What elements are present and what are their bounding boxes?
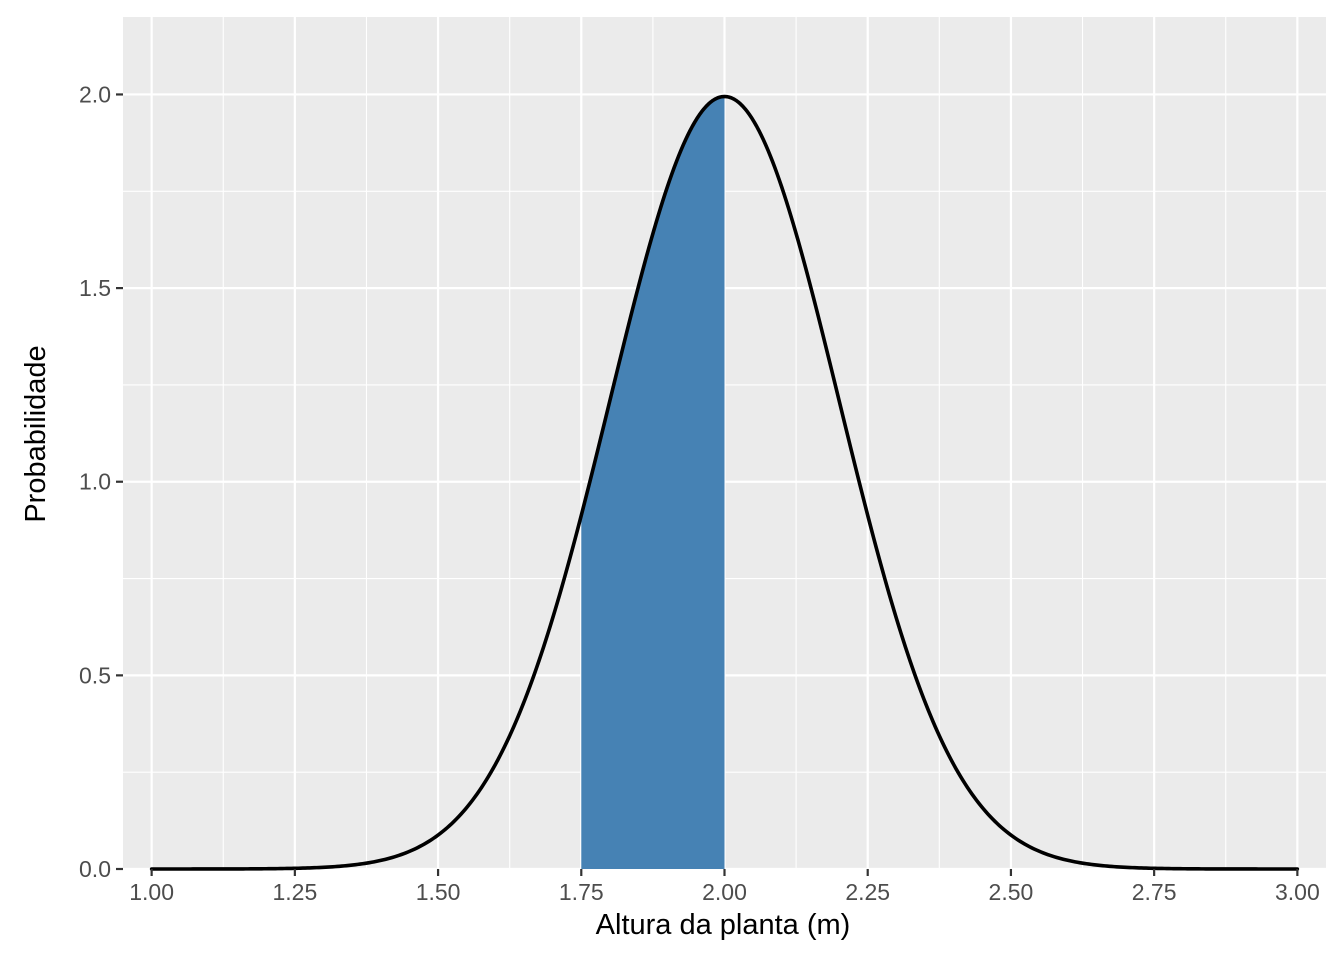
shaded-probability-area	[581, 96, 725, 869]
x-tick-label: 1.00	[129, 879, 174, 905]
y-tick-label: 0.0	[79, 856, 111, 882]
y-tick-label: 1.5	[79, 275, 111, 301]
x-tick-label: 1.75	[559, 879, 604, 905]
x-tick-label: 2.25	[845, 879, 890, 905]
x-tick-label: 1.25	[272, 879, 317, 905]
y-axis: 0.0 0.5 1.0 1.5 2.0	[79, 81, 123, 882]
x-tick-label: 2.75	[1132, 879, 1177, 905]
x-tick-label: 2.50	[989, 879, 1034, 905]
x-axis-title: Altura da planta (m)	[596, 909, 851, 941]
y-tick-label: 1.0	[79, 469, 111, 495]
y-tick-label: 2.0	[79, 81, 111, 107]
y-axis-title: Probabilidade	[20, 345, 52, 522]
density-curve	[149, 94, 1300, 871]
y-tick-label: 0.5	[79, 662, 111, 688]
x-tick-label: 3.00	[1275, 879, 1320, 905]
x-tick-label: 1.50	[416, 879, 461, 905]
x-axis: 1.00 1.25 1.50 1.75 2.00 2.25 2.50 2.75 3.00	[129, 869, 1320, 905]
x-tick-label: 2.00	[702, 879, 747, 905]
